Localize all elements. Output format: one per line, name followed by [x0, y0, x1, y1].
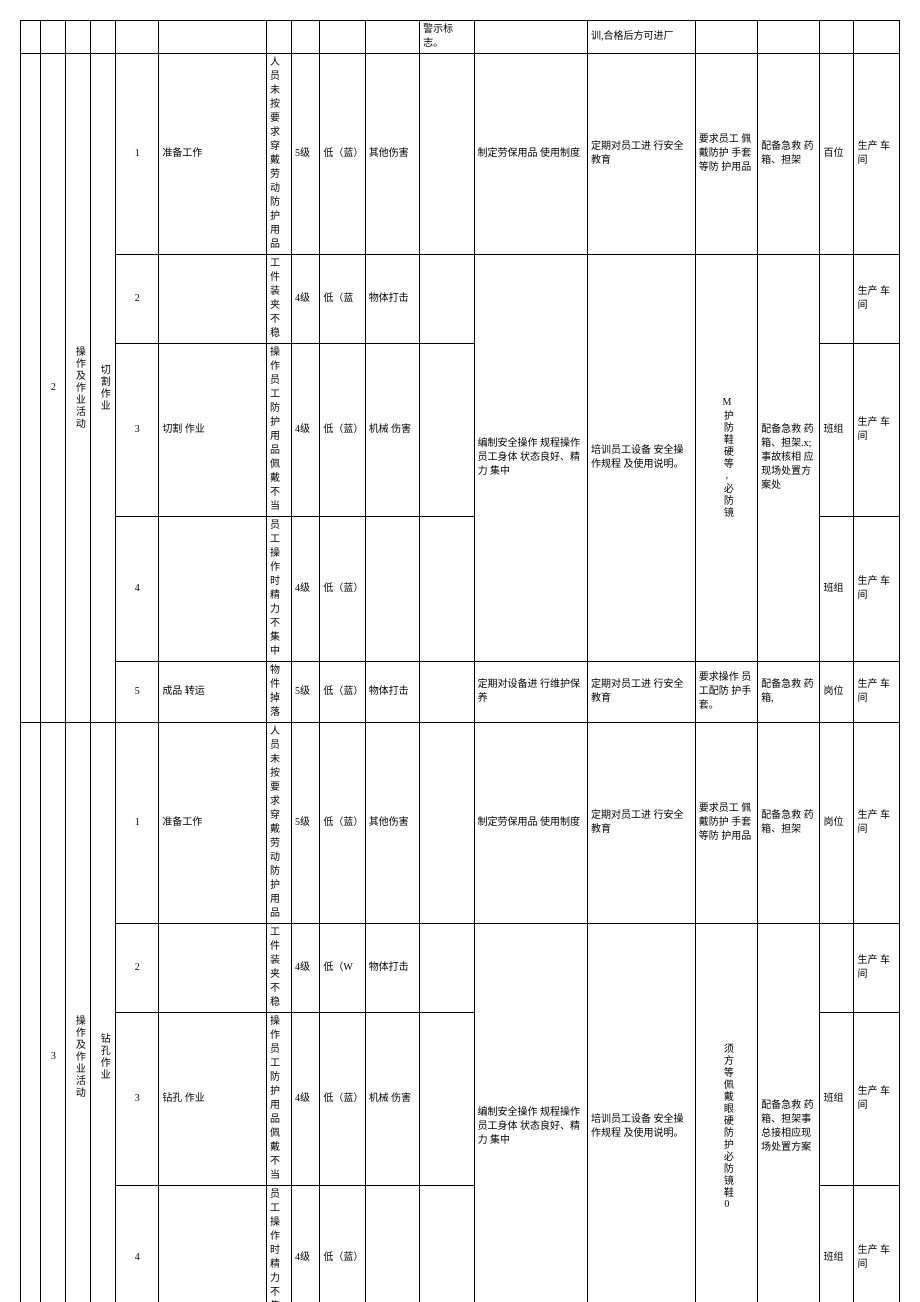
table-row: 2 工件装夹不 稳 4级 低（W 物体打击 编制安全操作 规程操作员工身体 状态… [21, 924, 900, 1013]
sec2-big: 操作及作业活动 [71, 346, 85, 430]
header-residual-row: 警示标志。 训,合格后方可进厂 [21, 21, 900, 54]
sec2-idx: 2 [41, 54, 66, 723]
r-loc: 百位 [820, 54, 854, 255]
r-haz: 人员未按要 求穿戴劳动 防护用品 [267, 54, 292, 255]
table-row: 2 操作及作业活动 切割作业 1 准备工作 人员未按要 求穿戴劳动 防护用品 5… [21, 54, 900, 255]
safety-table: 警示标志。 训,合格后方可进厂 2 操作及作业活动 切割作业 1 准备工作 人员… [20, 20, 900, 1302]
sec2-sub: 切割作业 [96, 364, 110, 412]
r-t2 [420, 54, 474, 255]
r-m3-group: M护防鞋硬等,必防镜 [719, 397, 733, 519]
r-step: 准备工作 [159, 54, 267, 255]
table-row: 2 工件装夹不 稳 4级 低（蓝 物体打击 编制安全操作 规程操作员工身体 状态… [21, 255, 900, 344]
r-m4: 配备急救 药箱、担架 [758, 54, 820, 255]
r-risk: 低（蓝） [320, 54, 365, 255]
table-row: 3 操作及作业活动 钻孔作业 1 准备工作 人员未按要 求穿戴劳动 防护用品 5… [21, 723, 900, 924]
r-lvl2: 5级 [291, 54, 319, 255]
table-row: 5 成品 转运 物件掉落 5级 低（蓝） 物体打击 定期对设备进 行维护保养 定… [21, 662, 900, 723]
r-m2: 定期对员工进 行安全教育 [587, 54, 695, 255]
r-n: 1 [116, 54, 159, 255]
hdr-c12: 训,合格后方可进厂 [587, 21, 695, 54]
hdr-c11: 警示标志。 [420, 21, 474, 54]
r-dept: 生产 车间 [854, 54, 900, 255]
r-type: 其他伤害 [365, 54, 419, 255]
r-m1: 制定劳保用品 使用制度 [474, 54, 587, 255]
r-m3: 要求员工 佩戴防护 手套等防 护用品 [695, 54, 757, 255]
